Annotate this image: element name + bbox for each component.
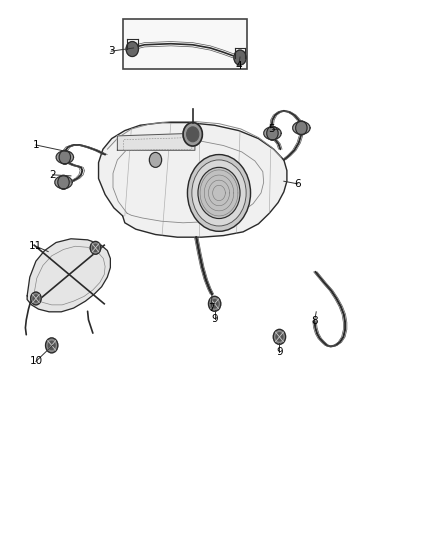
Text: 9: 9 [276,347,283,357]
Polygon shape [99,123,287,237]
Polygon shape [56,151,74,164]
Text: 7: 7 [208,303,215,313]
Text: 1: 1 [32,140,39,150]
Polygon shape [293,122,310,134]
Circle shape [149,152,162,167]
Text: 2: 2 [49,170,56,180]
Circle shape [90,241,101,254]
Circle shape [187,127,199,142]
Text: 4: 4 [235,61,242,71]
Polygon shape [27,239,110,312]
Text: 11: 11 [29,241,42,251]
Circle shape [58,175,69,189]
Polygon shape [117,133,195,150]
Circle shape [273,329,286,344]
Text: 6: 6 [294,179,301,189]
Text: 10: 10 [29,357,42,366]
Circle shape [192,160,246,226]
Polygon shape [55,176,72,189]
Circle shape [211,300,218,308]
Circle shape [187,155,251,231]
Circle shape [46,338,58,353]
Text: 3: 3 [108,46,115,56]
FancyBboxPatch shape [123,19,247,69]
Circle shape [198,167,240,219]
Circle shape [59,150,71,164]
Circle shape [33,295,39,302]
Circle shape [208,296,221,311]
Circle shape [234,50,246,65]
Circle shape [48,341,55,350]
Circle shape [92,244,99,252]
Circle shape [31,292,41,305]
Text: 8: 8 [311,316,318,326]
Text: 5: 5 [268,124,275,134]
Circle shape [296,121,307,135]
Circle shape [267,126,278,140]
Polygon shape [264,127,281,140]
Circle shape [126,42,138,56]
Text: 9: 9 [211,314,218,324]
Circle shape [276,333,283,341]
Circle shape [183,123,202,146]
